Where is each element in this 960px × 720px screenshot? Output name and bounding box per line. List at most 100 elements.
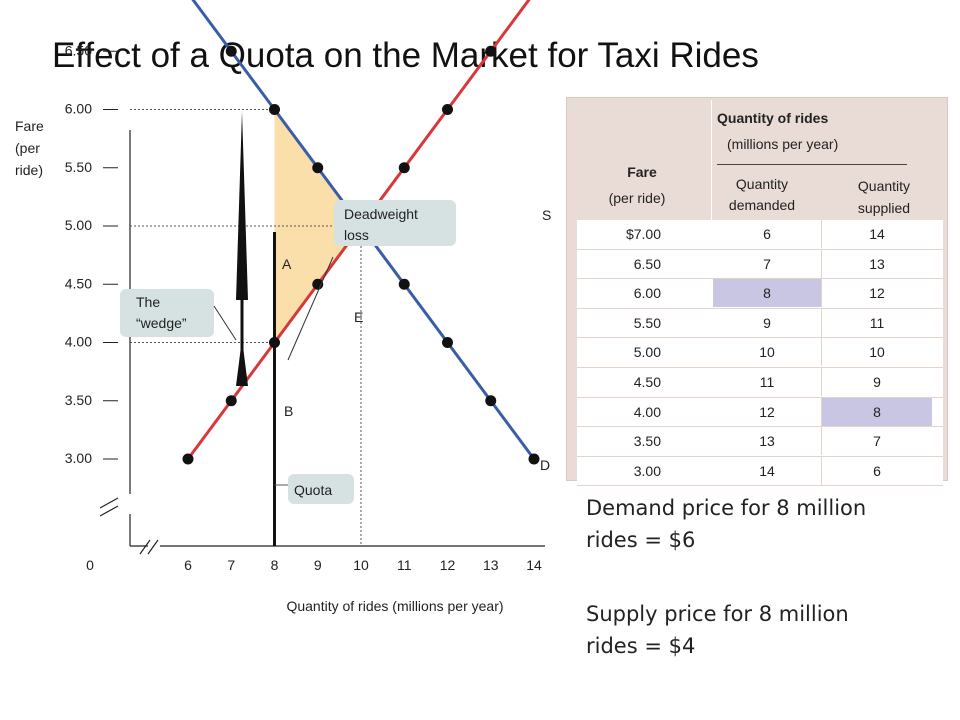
demand-point <box>312 162 324 174</box>
wedge-arrow-up-head <box>236 111 248 300</box>
y-tick-label: 3.50 <box>65 392 92 408</box>
wedge-label-line1: The <box>136 294 160 310</box>
fare-cell: $7.00 <box>625 226 661 242</box>
wedge-leader <box>213 305 237 341</box>
fare-cell: 5.00 <box>633 344 661 361</box>
quota-chart: $7.006.506.005.505.004.504.003.503.00678… <box>15 0 551 614</box>
y-axis-title: (per <box>15 140 40 156</box>
supply-note-line2: rides = $4 <box>586 634 696 658</box>
quota-label: Quota <box>294 482 332 498</box>
table-row: $7.00 6 14 <box>577 220 943 250</box>
x-tick-label: 13 <box>483 557 499 573</box>
supplied-header-line2: supplied <box>857 200 911 216</box>
supply-point <box>442 104 453 115</box>
quantity-demanded-cell: 6 <box>763 226 771 242</box>
fare-cell: 3.50 <box>633 433 661 450</box>
fare-cell: 6.50 <box>633 255 661 272</box>
deadweight-callout-box <box>334 200 456 246</box>
market-table: Fare (per ride) Quantity of rides (milli… <box>566 97 948 487</box>
demand-point <box>398 278 410 290</box>
y-axis-title: ride) <box>15 162 43 178</box>
supply-label: S <box>542 207 551 223</box>
quantity-demanded-cell: 14 <box>759 462 775 479</box>
deadweight-loss-area <box>274 109 361 343</box>
quantity-supplied-cell: 11 <box>821 308 932 337</box>
supply-point <box>182 453 194 465</box>
x-axis-break-1 <box>139 539 151 555</box>
quantity-supplied-cell: 8 <box>821 397 932 426</box>
x-axis-break-2 <box>147 539 159 555</box>
table-row: 3.50 13 7 <box>577 427 943 457</box>
fare-cell: 3.00 <box>633 462 661 479</box>
y-axis-break-1 <box>99 497 119 509</box>
x-axis-title: Quantity of rides (millions per year) <box>286 598 503 614</box>
wedge-arrow-down-head <box>236 338 248 386</box>
demand-point <box>225 45 237 57</box>
y-tick-label: 4.00 <box>65 334 92 350</box>
wedge-label-line2: “wedge” <box>136 315 187 331</box>
fare-cell: 6.00 <box>633 285 661 302</box>
demand-note-line1: Demand price for 8 million <box>586 496 867 520</box>
deadweight-leader <box>287 256 334 361</box>
table-row: 3.00 14 6 <box>577 456 943 487</box>
demand-price-note: Demand price for 8 million rides = $6 <box>586 492 946 556</box>
x-tick-label: 12 <box>440 557 456 573</box>
quantity-supplied-cell: 14 <box>821 220 932 248</box>
quantity-demanded-cell: 12 <box>759 403 775 420</box>
x-tick-label: 6 <box>184 557 192 573</box>
page-title: Effect of a Quota on the Market for Taxi… <box>52 36 759 75</box>
x-tick-label: 9 <box>314 557 322 573</box>
wedge-callout-box <box>120 289 214 337</box>
quantity-supplied-cell: 10 <box>821 338 932 367</box>
demand-note-line2: rides = $6 <box>586 528 696 552</box>
quantity-supplied-cell: 12 <box>821 279 932 308</box>
point-b-label: B <box>284 403 293 419</box>
y-axis-break-2 <box>99 505 119 517</box>
quantity-demanded-cell: 7 <box>763 255 771 272</box>
supply-point <box>485 45 497 57</box>
x-tick-label: 11 <box>397 557 412 573</box>
y-tick-label: 3.00 <box>65 450 92 466</box>
y-tick-label: 5.00 <box>65 217 92 233</box>
quantity-supplied-cell: 9 <box>821 367 932 396</box>
table-body: $7.00 6 14 6.50 7 13 6.00 8 12 5.50 9 11 5.00 10 10 4.5… <box>577 220 943 487</box>
fare-cell: 4.50 <box>633 373 661 390</box>
quantity-demanded-cell: 8 <box>713 279 821 308</box>
table-row: 6.00 8 12 <box>577 279 943 309</box>
supply-price-note: Supply price for 8 million rides = $4 <box>586 598 946 662</box>
demanded-header-line1: Quantity <box>735 176 789 192</box>
y-tick-label: 4.50 <box>65 275 92 291</box>
quantity-demanded-cell: 9 <box>763 314 771 331</box>
table-row: 5.00 10 10 <box>577 338 943 368</box>
origin-label: 0 <box>86 557 94 573</box>
x-tick-label: 14 <box>526 557 542 573</box>
quantity-supplied-cell: 6 <box>821 456 932 485</box>
quantity-demanded-cell: 13 <box>759 433 775 450</box>
deadweight-label-line2: loss <box>344 227 369 243</box>
deadweight-label-line1: Deadweight <box>344 206 418 222</box>
fare-header: Fare <box>627 164 657 180</box>
x-tick-label: 10 <box>353 557 369 573</box>
fare-cell: 4.00 <box>633 403 661 420</box>
fare-subheader: (per ride) <box>608 190 666 206</box>
quantity-supplied-cell: 7 <box>821 427 932 456</box>
y-axis-title: Fare <box>15 118 44 134</box>
header-divider <box>711 100 712 220</box>
fare-cell: 5.50 <box>633 314 661 331</box>
demand-point <box>485 395 497 407</box>
supply-point <box>398 162 410 174</box>
demand-point <box>269 104 280 115</box>
header-rule <box>717 164 907 165</box>
quantity-group-header: Quantity of rides <box>717 110 829 126</box>
demand-label: D <box>540 457 550 473</box>
supplied-header-line1: Quantity <box>857 178 911 194</box>
quantity-demanded-cell: 10 <box>759 344 775 361</box>
table-row: 6.50 7 13 <box>577 249 943 280</box>
supply-point <box>312 278 324 290</box>
supply-note-line1: Supply price for 8 million <box>586 602 849 626</box>
demand-point <box>528 453 540 465</box>
table-row: 4.00 12 8 <box>577 397 943 428</box>
table-row: 5.50 9 11 <box>577 308 943 339</box>
quantity-demanded-cell: 11 <box>759 373 775 390</box>
quota-callout-box <box>288 474 354 504</box>
